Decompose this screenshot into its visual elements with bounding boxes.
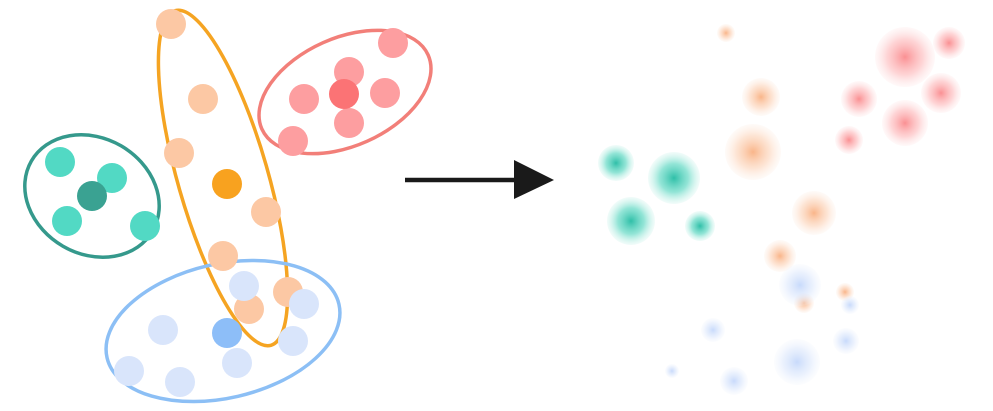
red-point [278, 126, 308, 156]
teal-fuzzy-point [685, 211, 715, 241]
teal-point [97, 163, 127, 193]
blue-centroid [212, 318, 242, 348]
right-panel [598, 24, 965, 395]
blue-fuzzy-point [665, 364, 679, 378]
blue-cluster-outline [104, 258, 342, 404]
right-arrow [405, 160, 554, 199]
red-fuzzy-points [835, 27, 965, 154]
orange-fuzzy-point [742, 78, 780, 116]
teal-point [52, 206, 82, 236]
blue-cluster-points [114, 271, 319, 397]
red-fuzzy-point [933, 27, 965, 59]
teal-fuzzy-point [648, 152, 700, 204]
red-point [334, 108, 364, 138]
blue-fuzzy-points [665, 264, 859, 395]
teal-fuzzy-point [607, 197, 655, 245]
blue-point [278, 326, 308, 356]
orange-fuzzy-point [717, 24, 735, 42]
arrow-head-icon [514, 160, 554, 199]
left-panel [23, 8, 433, 404]
red-fuzzy-point [882, 100, 928, 146]
blue-fuzzy-point [774, 339, 820, 385]
orange-centroid [212, 169, 242, 199]
teal-fuzzy-point [598, 145, 634, 181]
red-cluster-outline [257, 28, 433, 156]
orange-point [164, 138, 194, 168]
orange-point [156, 9, 186, 39]
teal-cluster-points [45, 147, 160, 241]
blue-point [165, 367, 195, 397]
blue-point [148, 315, 178, 345]
red-fuzzy-point [841, 81, 877, 117]
orange-cluster-points [156, 9, 303, 324]
blue-point [289, 289, 319, 319]
blue-point [229, 271, 259, 301]
blue-point [114, 356, 144, 386]
red-fuzzy-point [835, 126, 863, 154]
orange-point [251, 197, 281, 227]
blue-fuzzy-point [779, 264, 821, 306]
orange-fuzzy-point [725, 124, 781, 180]
orange-point [188, 84, 218, 114]
teal-point [45, 147, 75, 177]
orange-point [208, 241, 238, 271]
red-cluster-points [278, 28, 408, 156]
blue-fuzzy-point [833, 328, 859, 354]
red-point [378, 28, 408, 58]
orange-fuzzy-point [764, 240, 796, 272]
red-centroid [329, 79, 359, 109]
orange-point [234, 294, 264, 324]
red-fuzzy-point [875, 27, 935, 87]
blue-fuzzy-point [720, 367, 748, 395]
teal-centroid [77, 181, 107, 211]
teal-point [130, 211, 160, 241]
red-fuzzy-point [921, 73, 961, 113]
red-point [370, 78, 400, 108]
blue-fuzzy-point [841, 296, 859, 314]
orange-fuzzy-point [792, 191, 836, 235]
blue-point [222, 348, 252, 378]
teal-fuzzy-points [598, 145, 715, 245]
red-point [289, 84, 319, 114]
blue-fuzzy-point [701, 318, 725, 342]
orange-fuzzy-points [717, 24, 854, 313]
